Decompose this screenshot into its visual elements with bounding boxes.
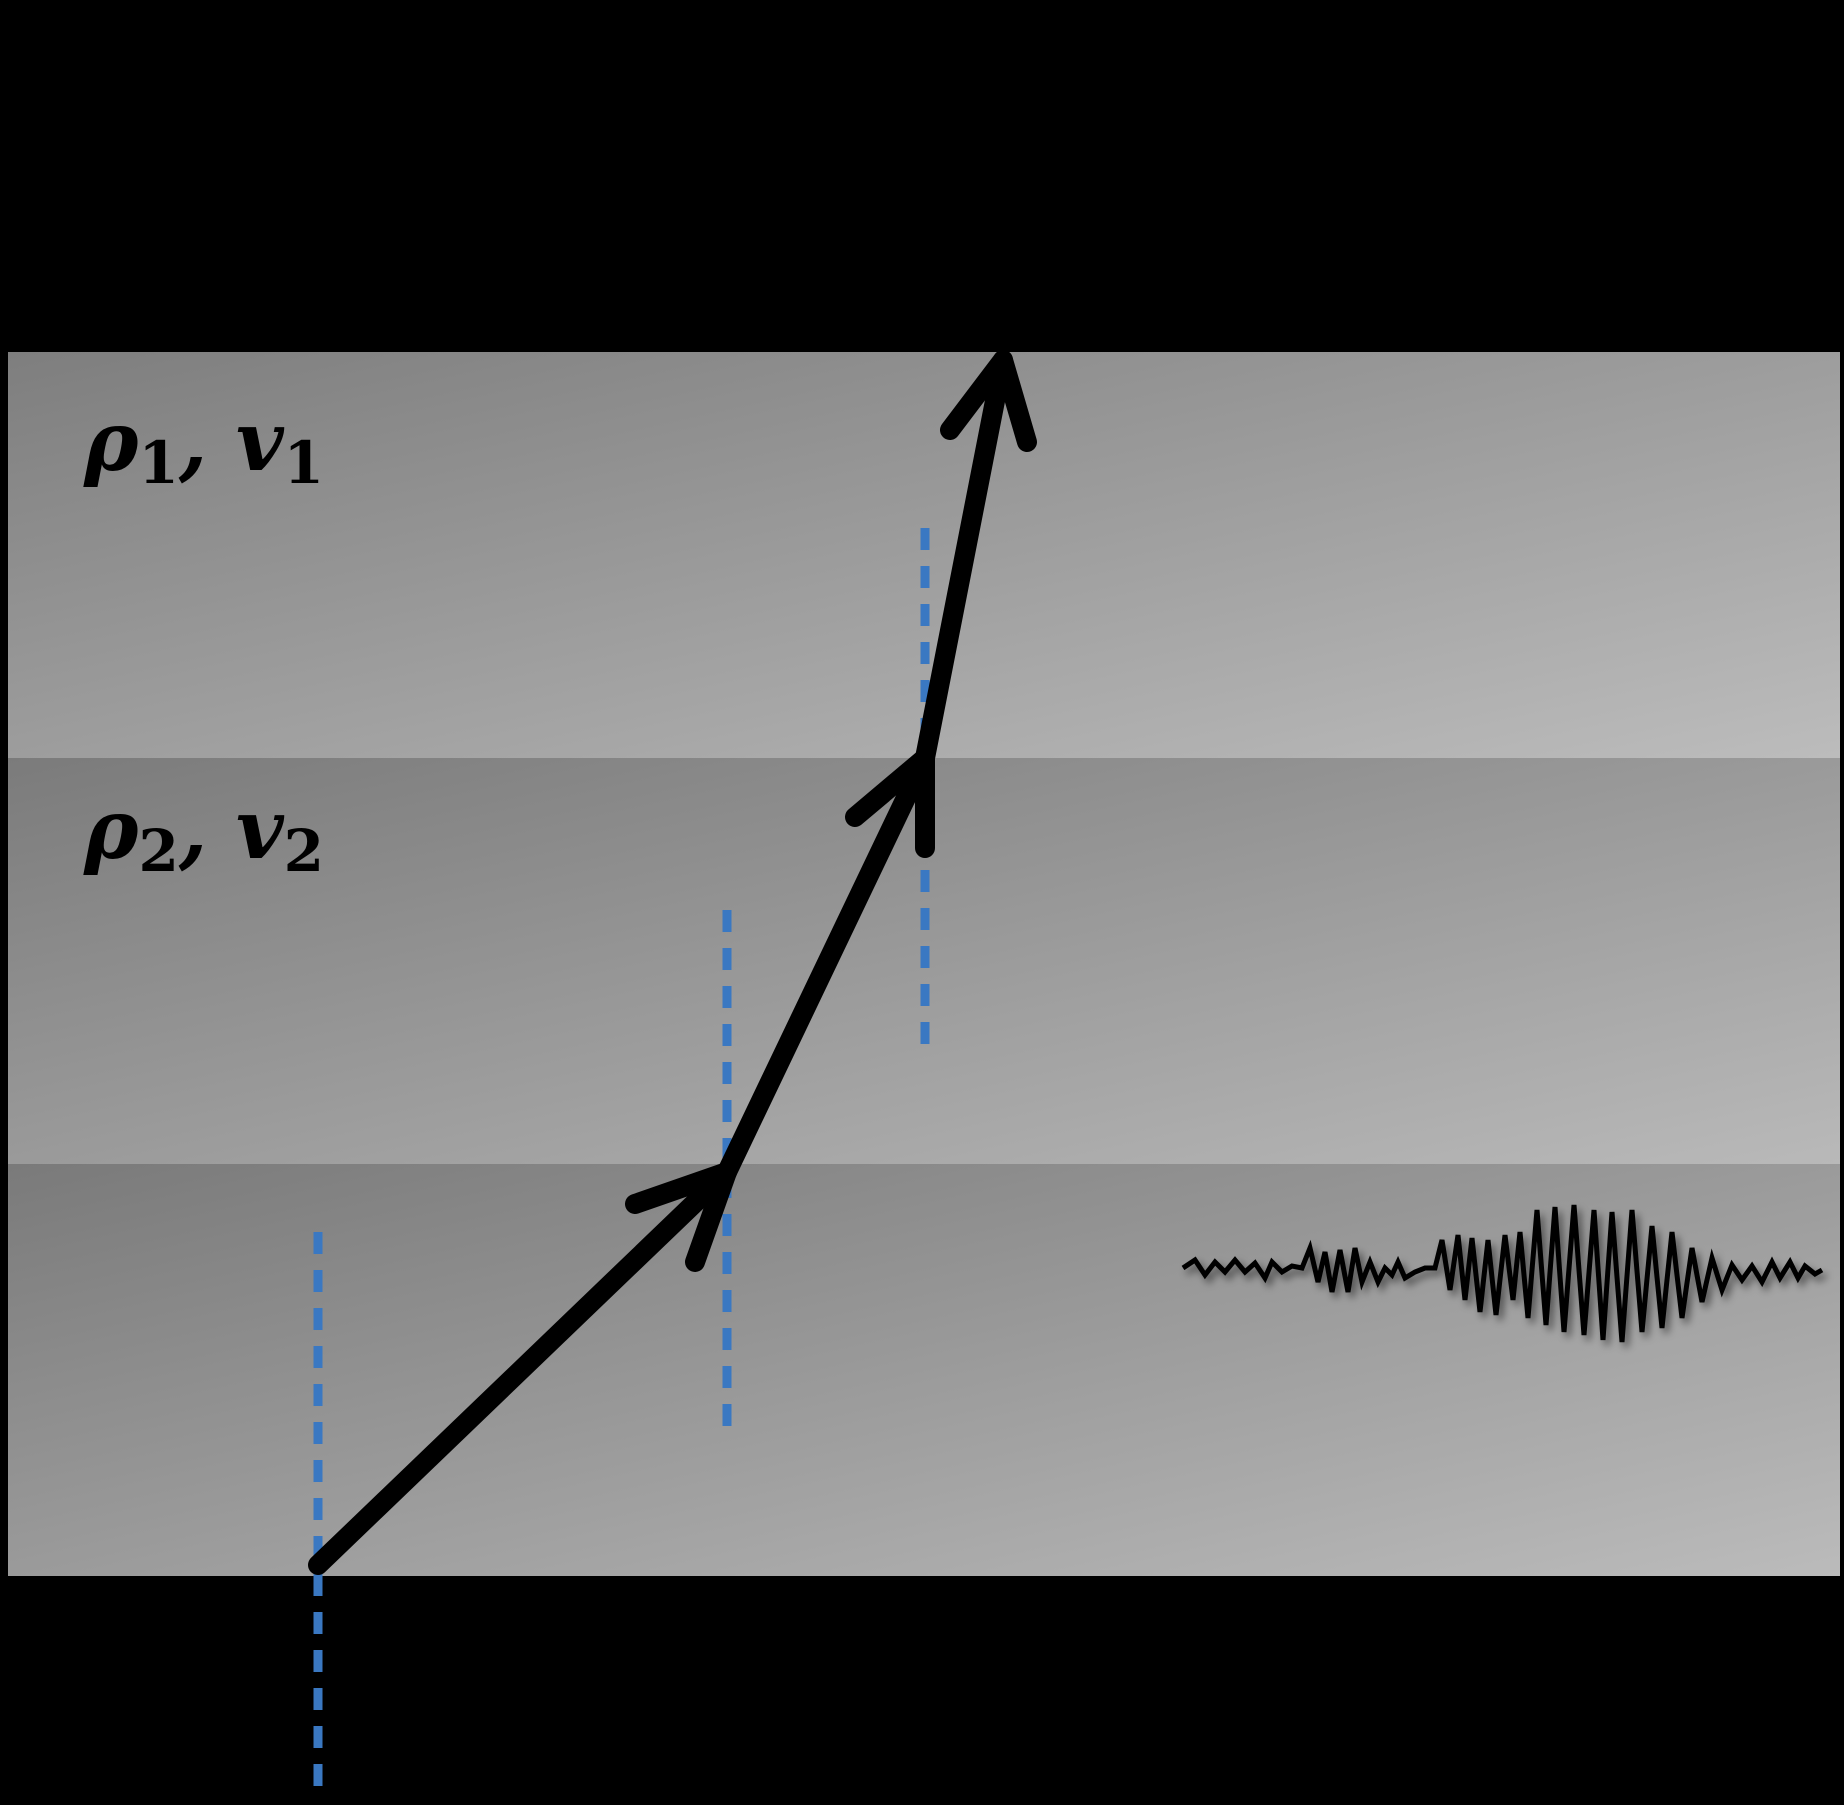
seismogram-icon [1181,1204,1824,1343]
ray-segment-3 [915,350,1013,768]
layer-1-label: ρ1, v1 [83,394,324,497]
ray-segment-1 [308,1162,737,1575]
ray-segment-2 [717,748,935,1182]
layer-3 [8,1164,1840,1576]
arrow-icon [940,350,1037,452]
layer-2-label: ρ2, v2 [83,782,324,885]
